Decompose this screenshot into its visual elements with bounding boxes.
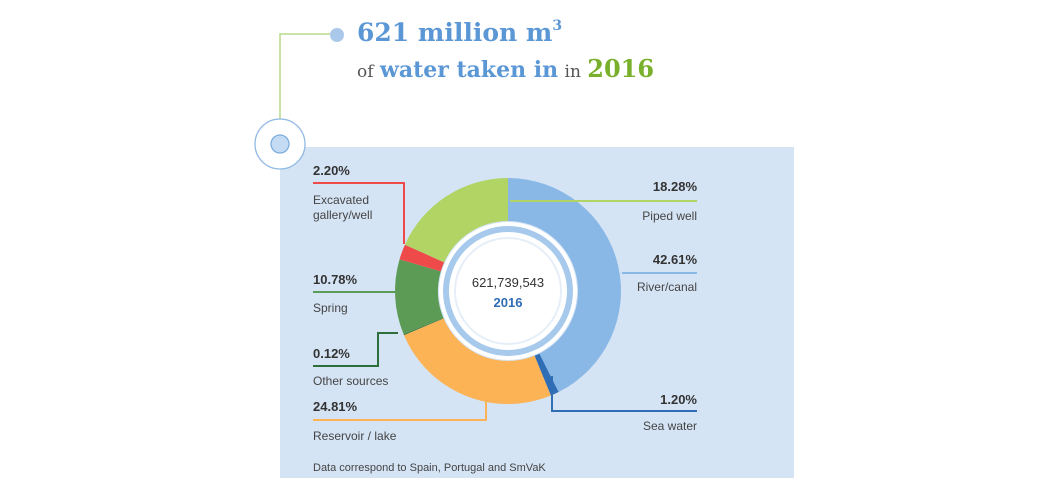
pct-label-sea-water: 1.20% <box>660 392 697 407</box>
center-total: 621,739,543 <box>472 275 544 290</box>
pct-label-other-sources: 0.12% <box>313 346 350 361</box>
headline-description: of water taken in in 2016 <box>357 54 654 83</box>
headline-year: 2016 <box>587 54 655 83</box>
pct-label-river-canal: 42.61% <box>653 252 698 267</box>
slice-river-canal <box>508 178 621 393</box>
footnote: Data correspond to Spain, Portugal and S… <box>313 462 546 474</box>
connector-ring-inner <box>270 134 290 154</box>
donut-slices <box>395 178 621 404</box>
pct-label-piped-well: 18.28% <box>653 179 698 194</box>
name-label-spring: Spring <box>313 301 348 315</box>
name-label-river-canal: River/canal <box>637 280 697 294</box>
center-year: 2016 <box>494 295 523 310</box>
slice-excavated-gallery-well <box>399 244 445 272</box>
name-label-excavated-gallery-well: Excavated <box>313 193 369 207</box>
name-label-other-sources: Other sources <box>313 374 388 388</box>
pct-label-reservoir-lake: 24.81% <box>313 399 358 414</box>
slice-labels: 18.28% Piped well 42.61% River/canal 1.20% Se… <box>313 163 697 443</box>
slice-reservoir-lake <box>403 318 551 404</box>
headline: 621 million m3 of water taken in in 2016 <box>0 0 1040 150</box>
name-label-piped-well: Piped well <box>642 209 697 223</box>
slice-spring <box>395 259 444 335</box>
headline-unit: million m <box>417 18 553 47</box>
pct-label-excavated-gallery-well: 2.20% <box>313 163 350 178</box>
name-label-reservoir-lake: Reservoir / lake <box>313 429 397 443</box>
slice-other-sources <box>403 317 444 336</box>
label-leader-lines <box>313 182 697 421</box>
headline-connector: in <box>564 62 581 82</box>
headline-connector-line <box>279 33 332 144</box>
name-label-sea-water: Sea water <box>643 419 697 433</box>
donut-hole-ring <box>443 226 573 356</box>
leader-line-other-sources <box>313 332 398 367</box>
headline-subject: water taken in <box>379 57 559 83</box>
headline-number: 621 <box>357 18 410 47</box>
donut-hole-inner <box>454 237 562 345</box>
headline-bullet-dot <box>330 28 344 42</box>
headline-prefix: of <box>357 62 374 82</box>
headline-amount: 621 million m3 <box>357 18 562 47</box>
pct-label-spring: 10.78% <box>313 272 358 287</box>
slice-piped-well <box>404 178 508 263</box>
leader-line-excavated-gallery-well <box>313 182 405 244</box>
leader-line-sea-water <box>551 376 697 412</box>
name-label-excavated-gallery-well: gallery/well <box>313 208 372 222</box>
leader-line-reservoir-lake <box>313 398 487 421</box>
headline-unit-power: 3 <box>552 17 563 34</box>
